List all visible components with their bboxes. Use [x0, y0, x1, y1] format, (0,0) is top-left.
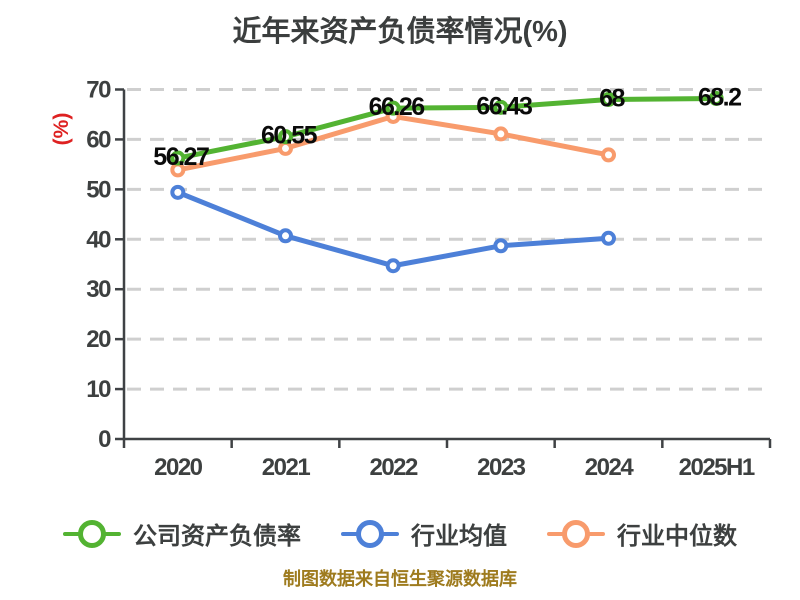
data-point-industry-average — [278, 228, 293, 244]
data-point-company-debt-ratio — [385, 100, 401, 116]
x-tick-label: 2022 — [369, 454, 418, 481]
data-point-company-debt-ratio — [601, 91, 616, 107]
chart-legend: 公司资产负债率 行业均值 行业中位数 — [0, 516, 800, 551]
chart-title: 近年来资产负债率情况(%) — [232, 16, 568, 48]
data-point-industry-average — [493, 238, 509, 254]
data-label-company-debt-ratio: 66.43 — [476, 92, 532, 120]
y-tick-label: 30 — [86, 276, 111, 303]
x-tick-label: 2025H1 — [679, 454, 755, 481]
orange-line-marker-icon — [547, 519, 605, 549]
y-tick-label: 70 — [86, 77, 111, 104]
green-line-marker-icon — [63, 519, 121, 549]
data-point-industry-average — [385, 258, 401, 274]
x-tick-label: 2021 — [262, 454, 311, 481]
data-label-company-debt-ratio: 60.55 — [261, 122, 318, 150]
y-tick-label: 0 — [98, 426, 111, 453]
legend-label: 公司资产负债率 — [133, 523, 301, 550]
y-tick-label: 50 — [86, 176, 111, 203]
x-tick-label: 2024 — [585, 454, 635, 481]
y-tick-label: 20 — [86, 326, 111, 353]
blue-line-marker-icon — [341, 519, 399, 549]
legend-item-industry-median: 行业中位数 — [547, 516, 737, 551]
series-line-company-debt-ratio — [175, 95, 719, 161]
data-point-industry-average — [601, 230, 616, 246]
x-tick-label: 2023 — [477, 454, 526, 481]
legend-label: 行业均值 — [411, 523, 507, 550]
data-label-company-debt-ratio: 68 — [599, 84, 625, 112]
y-tick-label: 60 — [86, 126, 111, 153]
data-point-company-debt-ratio — [170, 150, 186, 166]
data-label-company-debt-ratio: 68.2 — [698, 83, 741, 111]
legend-label: 行业中位数 — [617, 523, 737, 550]
data-point-company-debt-ratio — [708, 90, 724, 106]
legend-item-industry-average: 行业均值 — [341, 516, 507, 551]
data-point-company-debt-ratio — [493, 99, 509, 115]
data-source-caption: 制图数据来自恒生聚源数据库 — [283, 569, 517, 589]
y-tick-label: 10 — [86, 376, 111, 403]
y-tick-label: 40 — [86, 226, 111, 253]
line-chart-plot-area: 0 10 20 30 40 50 60 70 2020 2021 2022 2023 2024 2025H… — [86, 77, 772, 481]
data-point-industry-median — [601, 147, 616, 163]
data-point-industry-average — [170, 184, 186, 200]
data-point-industry-median — [493, 126, 509, 142]
x-tick-label: 2020 — [154, 454, 203, 481]
series-line-industry-average — [175, 189, 611, 269]
data-label-company-debt-ratio: 66.26 — [369, 93, 425, 121]
data-label-company-debt-ratio: 56.27 — [153, 143, 209, 171]
data-point-company-debt-ratio — [278, 129, 293, 145]
legend-item-company-debt-ratio: 公司资产负债率 — [63, 516, 301, 551]
